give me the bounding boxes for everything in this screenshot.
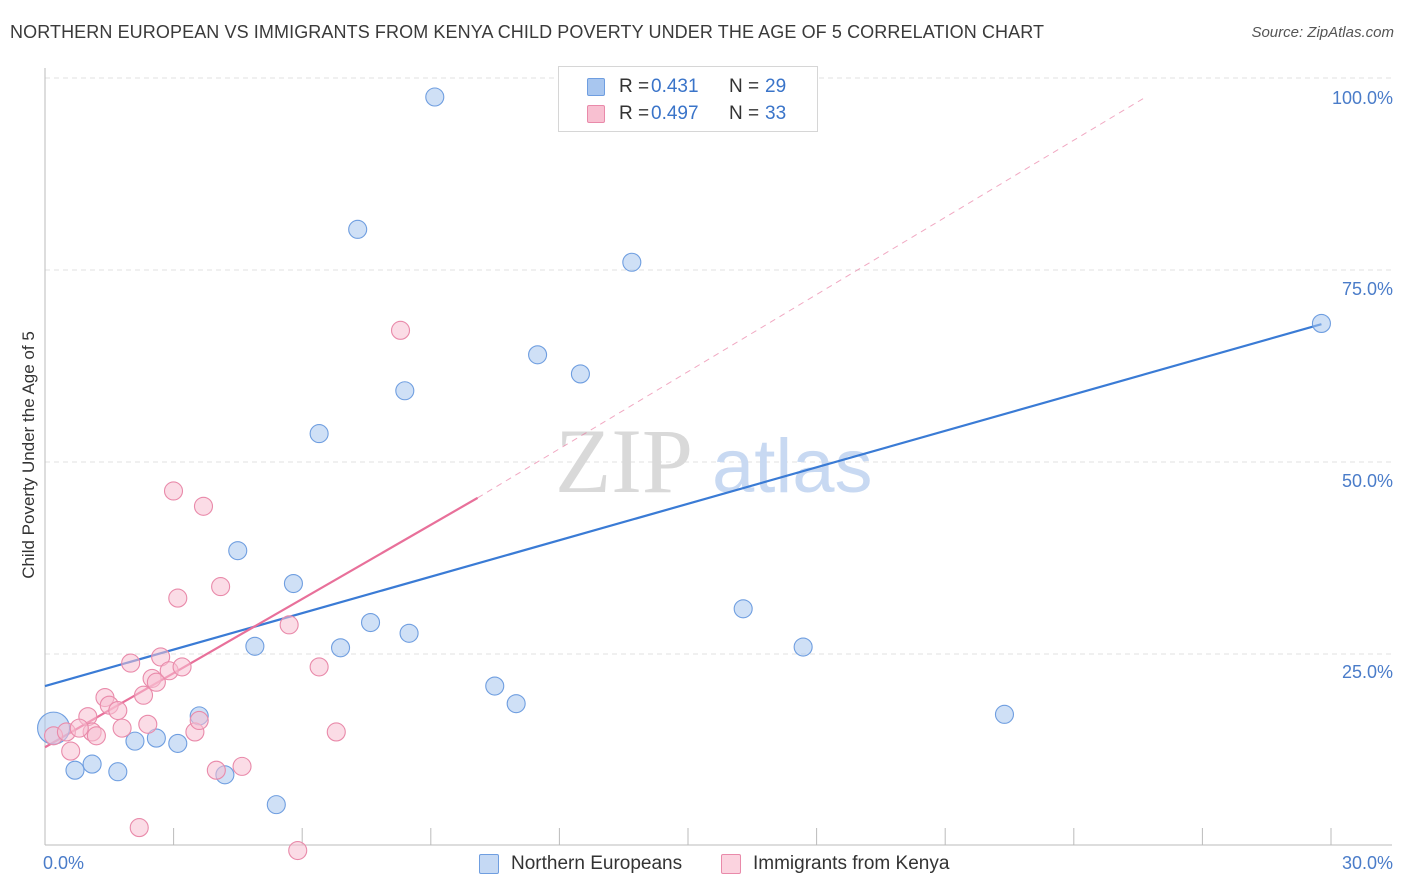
point-kenya xyxy=(61,741,81,761)
point-kenya xyxy=(108,700,128,721)
chart-title: NORTHERN EUROPEAN VS IMMIGRANTS FROM KEN… xyxy=(10,22,1045,42)
legend-row-northern-europeans: R = 0.431 N = 29 xyxy=(587,75,786,99)
bottom-legend-kenya: Immigrants from Kenya xyxy=(721,851,949,877)
point-northern-european xyxy=(330,638,351,658)
point-northern-european xyxy=(570,364,590,384)
point-kenya xyxy=(211,577,231,597)
point-northern-european xyxy=(395,381,415,401)
point-northern-european xyxy=(506,694,526,714)
point-kenya xyxy=(86,726,106,746)
point-kenya xyxy=(193,496,214,516)
point-northern-european xyxy=(399,623,419,643)
point-northern-european xyxy=(309,424,329,444)
point-kenya xyxy=(163,481,184,501)
point-kenya xyxy=(206,760,226,780)
y-axis-title: Child Poverty Under the Age of 5 xyxy=(19,331,38,579)
grid-lines xyxy=(45,77,1392,655)
source-credit: Source: ZipAtlas.com xyxy=(1251,24,1394,41)
point-northern-european xyxy=(266,795,286,815)
legend-r-label: R = xyxy=(619,76,650,97)
point-kenya xyxy=(189,710,209,731)
point-kenya xyxy=(151,647,171,667)
watermark: ZIP atlas xyxy=(555,410,873,512)
legend-n-label: N = xyxy=(729,103,760,124)
watermark-atlas: atlas xyxy=(712,424,873,509)
x-tick-label: 30.0% xyxy=(1342,853,1393,873)
point-kenya xyxy=(168,588,188,608)
point-northern-european xyxy=(485,676,505,696)
point-northern-european xyxy=(1311,313,1331,333)
point-northern-european xyxy=(360,613,381,633)
point-northern-european xyxy=(348,219,368,239)
point-northern-european xyxy=(425,87,445,107)
point-kenya xyxy=(232,756,252,776)
watermark-zip: ZIP xyxy=(555,410,693,512)
legend-swatch-pink xyxy=(587,105,605,123)
point-kenya xyxy=(69,718,89,738)
point-northern-european xyxy=(245,636,265,656)
point-kenya xyxy=(288,840,308,861)
point-northern-european xyxy=(228,541,248,561)
point-northern-european xyxy=(622,252,642,272)
tick-labels: 100.0% 75.0% 50.0% 25.0% 0.0% 30.0% xyxy=(43,88,1393,873)
x-tick-label: 0.0% xyxy=(43,853,84,873)
legend-r-label: R = xyxy=(619,103,650,124)
point-northern-european xyxy=(65,760,85,780)
point-northern-european xyxy=(168,733,188,753)
legend-r-value: 0.431 xyxy=(651,76,699,97)
bottom-legend-label: Northern Europeans xyxy=(511,853,683,874)
point-northern-european xyxy=(146,728,166,748)
bottom-legend-label: Immigrants from Kenya xyxy=(753,853,950,874)
bottom-legend-northern-europeans: Northern Europeans xyxy=(479,851,682,877)
bottom-legend-swatch-pink xyxy=(721,854,741,874)
point-northern-european xyxy=(283,573,303,594)
legend-swatch-blue xyxy=(587,78,605,96)
legend-n-value: 29 xyxy=(765,76,787,97)
stats-legend: R = 0.431 N = 29 R = 0.497 N = 33 xyxy=(558,66,818,132)
point-kenya xyxy=(326,722,346,742)
point-kenya xyxy=(129,818,149,838)
legend-n-label: N = xyxy=(729,76,760,97)
trend-line-northern-europeans xyxy=(44,323,1322,688)
point-northern-european xyxy=(793,637,813,657)
point-kenya xyxy=(309,657,329,677)
y-tick-label: 75.0% xyxy=(1342,279,1393,299)
legend-n-value: 33 xyxy=(765,103,787,124)
point-northern-european xyxy=(733,599,753,619)
point-northern-european xyxy=(125,731,145,751)
y-tick-label: 100.0% xyxy=(1332,88,1393,108)
point-kenya xyxy=(279,615,299,635)
point-northern-european xyxy=(528,345,548,365)
point-kenya xyxy=(390,320,411,340)
point-northern-european xyxy=(994,704,1015,724)
data-points xyxy=(37,87,1331,861)
point-kenya xyxy=(138,714,158,734)
bottom-legend-swatch-blue xyxy=(479,854,499,874)
legend-r-value: 0.497 xyxy=(651,103,699,124)
point-kenya xyxy=(112,718,132,738)
point-kenya xyxy=(146,672,166,692)
point-northern-european xyxy=(108,762,128,782)
point-northern-european xyxy=(82,754,102,774)
y-tick-label: 50.0% xyxy=(1342,471,1393,491)
y-tick-label: 25.0% xyxy=(1342,662,1393,682)
point-kenya xyxy=(133,685,154,705)
trend-line-extension xyxy=(477,96,1147,499)
point-kenya xyxy=(121,653,141,673)
point-kenya xyxy=(172,657,192,677)
legend-row-kenya: R = 0.497 N = 33 xyxy=(587,102,786,126)
